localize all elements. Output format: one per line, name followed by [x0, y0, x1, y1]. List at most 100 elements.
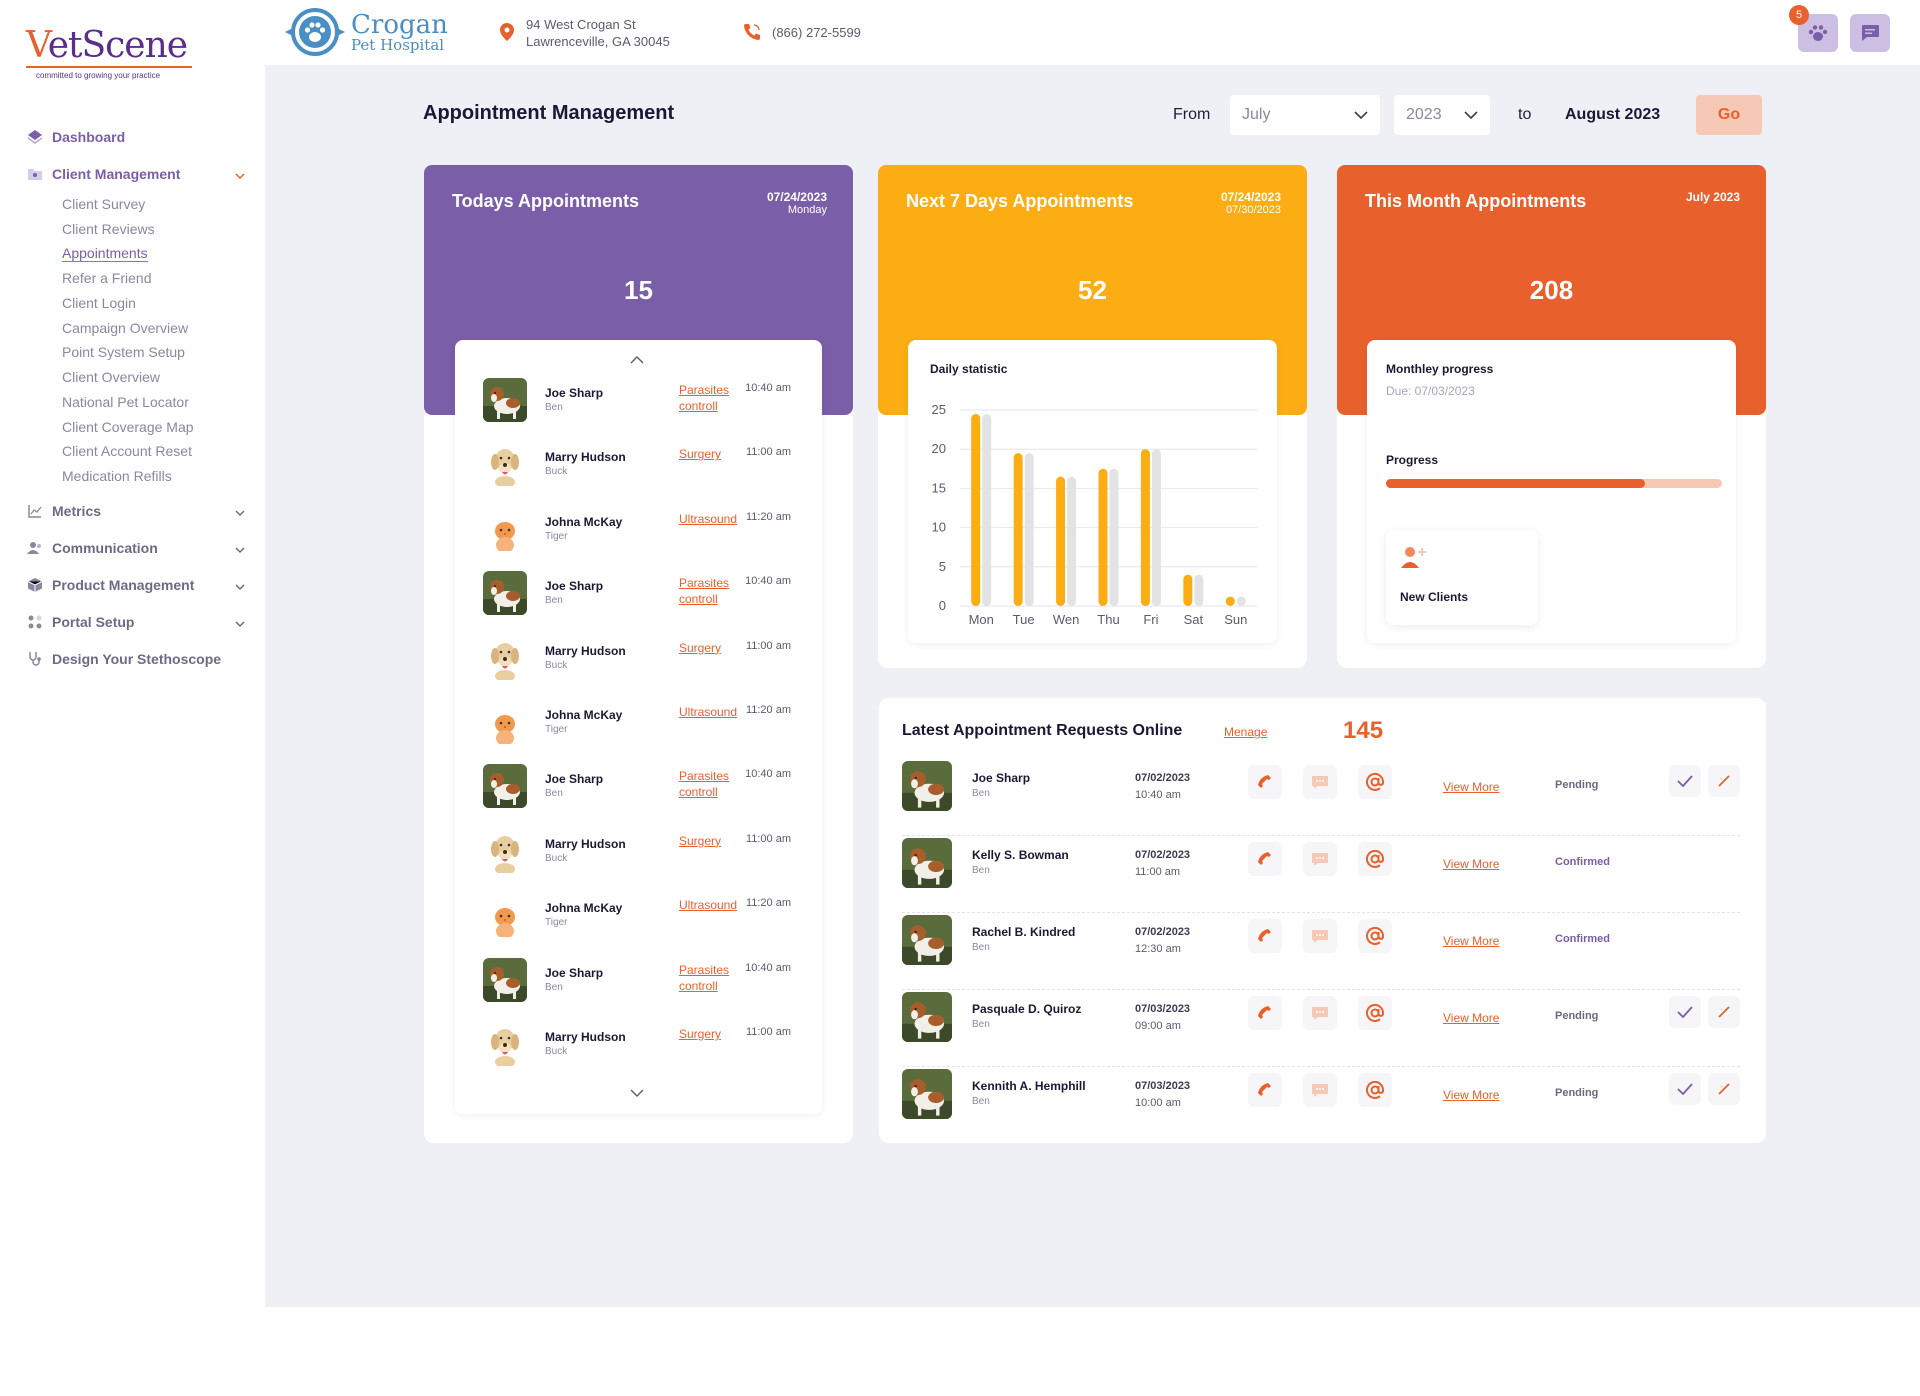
paw-badge-icon — [283, 6, 347, 58]
call-button[interactable] — [1248, 765, 1282, 799]
list-item[interactable]: Joe Sharp Ben Parasites controll 10:40 am — [483, 571, 791, 621]
bar-tue-series-2[interactable] — [1024, 453, 1034, 606]
approve-button[interactable] — [1669, 1073, 1701, 1105]
bar-wen-series-2[interactable] — [1067, 476, 1077, 606]
list-item[interactable]: Marry Hudson Buck Surgery 11:00 am — [483, 828, 791, 879]
bar-fri-series-2[interactable] — [1151, 449, 1161, 606]
sidebar-subitem-client-reviews[interactable]: Client Reviews — [62, 217, 246, 242]
new-clients-tile[interactable]: New Clients — [1386, 530, 1538, 625]
hospital-logo[interactable]: Crogan Pet Hospital — [283, 6, 448, 58]
bar-thu-series-2[interactable] — [1109, 468, 1119, 606]
message-button[interactable] — [1303, 1073, 1337, 1107]
month-select[interactable]: July — [1230, 95, 1380, 135]
appointment-type-link[interactable]: Parasites controll — [679, 383, 730, 413]
bar-sun-series-1[interactable] — [1225, 596, 1235, 606]
status-badge: Confirmed — [1555, 933, 1610, 945]
appointment-type-link[interactable]: Surgery — [679, 1027, 722, 1041]
bar-sat-series-2[interactable] — [1194, 574, 1204, 606]
sidebar-subitem-point-system-setup[interactable]: Point System Setup — [62, 340, 246, 365]
call-button[interactable] — [1248, 1073, 1282, 1107]
sidebar-subitem-client-coverage-map[interactable]: Client Coverage Map — [62, 414, 246, 439]
go-button[interactable]: Go — [1696, 95, 1762, 135]
sidebar-item-portal-setup[interactable]: Portal Setup — [26, 603, 246, 640]
sidebar-item-client-management[interactable]: Client Management — [26, 155, 246, 192]
pets-button[interactable]: 5 — [1789, 5, 1838, 52]
todays-list: Joe Sharp Ben Parasites controll 10:40 am Ma… — [455, 340, 822, 1114]
appointment-type-link[interactable]: Ultrasound — [679, 898, 738, 913]
view-more-link[interactable]: View More — [1443, 1088, 1500, 1102]
message-button[interactable] — [1303, 842, 1337, 876]
sidebar-item-product-management[interactable]: Product Management — [26, 566, 246, 603]
decline-button[interactable] — [1708, 765, 1740, 797]
bar-sat-series-1[interactable] — [1183, 574, 1193, 606]
list-item[interactable]: Joe Sharp Ben Parasites controll 10:40 am — [483, 378, 791, 428]
bar-tue-series-1[interactable] — [1013, 453, 1023, 606]
decline-button[interactable] — [1708, 996, 1740, 1028]
list-item[interactable]: Marry Hudson Buck Surgery 11:00 am — [483, 1022, 791, 1072]
bar-wen-series-1[interactable] — [1056, 476, 1066, 606]
email-button[interactable] — [1358, 1073, 1392, 1107]
list-item[interactable]: Marry Hudson Buck Surgery 11:00 am — [483, 635, 791, 686]
view-more-link[interactable]: View More — [1443, 780, 1500, 794]
sidebar-subitem-refer-a-friend[interactable]: Refer a Friend — [62, 266, 246, 291]
message-button[interactable] — [1303, 919, 1337, 953]
pet-name: Buck — [545, 659, 568, 671]
next-7-days-card: Next 7 Days Appointments 07/24/2023 07/3… — [878, 165, 1307, 668]
sidebar-subitem-label: Client Login — [62, 295, 136, 312]
sidebar-subitem-medication-refills[interactable]: Medication Refills — [62, 464, 246, 489]
appointment-type-link[interactable]: Ultrasound — [679, 511, 738, 526]
sidebar-subitem-client-login[interactable]: Client Login — [62, 291, 246, 316]
sidebar-item-metrics[interactable]: Metrics — [26, 492, 246, 529]
sidebar-subitem-appointments[interactable]: Appointments — [62, 241, 246, 266]
appointment-type-link[interactable]: Surgery — [679, 833, 722, 848]
bar-thu-series-1[interactable] — [1098, 468, 1108, 606]
scroll-down-icon[interactable] — [629, 1085, 645, 1103]
sidebar-subitem-client-account-reset[interactable]: Client Account Reset — [62, 439, 246, 464]
list-item[interactable]: Johna McKay Tiger Ultrasound 11:20 am — [483, 893, 791, 943]
email-button[interactable] — [1358, 996, 1392, 1030]
sidebar-item-communication[interactable]: Communication — [26, 529, 246, 566]
email-button[interactable] — [1358, 842, 1392, 876]
list-item[interactable]: Joe Sharp Ben Parasites controll 10:40 am — [483, 764, 791, 814]
call-button[interactable] — [1248, 919, 1282, 953]
sidebar-subitem-campaign-overview[interactable]: Campaign Overview — [62, 315, 246, 340]
appointment-type-link[interactable]: Surgery — [679, 447, 722, 462]
list-item[interactable]: Marry Hudson Buck Surgery 11:00 am — [483, 442, 791, 492]
phone[interactable]: (866) 272-5599 — [742, 22, 861, 42]
sidebar-item-design-stethoscope[interactable]: Design Your Stethoscope — [26, 640, 246, 677]
bar-fri-series-1[interactable] — [1140, 449, 1150, 606]
bar-sun-series-2[interactable] — [1236, 596, 1246, 606]
appointment-type-link[interactable]: Ultrasound — [679, 705, 738, 719]
messages-button[interactable] — [1850, 14, 1890, 52]
year-select[interactable]: 2023 — [1394, 95, 1490, 135]
view-more-link[interactable]: View More — [1443, 1011, 1500, 1025]
view-more-link[interactable]: View More — [1443, 934, 1500, 948]
bar-mon-series-1[interactable] — [971, 413, 981, 606]
message-button[interactable] — [1303, 765, 1337, 799]
call-button[interactable] — [1248, 842, 1282, 876]
appointment-type-link[interactable]: Surgery — [679, 640, 722, 655]
approve-button[interactable] — [1669, 765, 1701, 797]
list-item[interactable]: Joe Sharp Ben Parasites controll 10:40 am — [483, 957, 791, 1008]
appointment-type-link[interactable]: Parasites controll — [679, 769, 730, 800]
pet-photo — [902, 838, 952, 888]
scroll-up-icon[interactable] — [629, 352, 645, 370]
email-button[interactable] — [1358, 765, 1392, 799]
sidebar-subitem-national-pet-locator[interactable]: National Pet Locator — [62, 390, 246, 415]
bar-mon-series-2[interactable] — [982, 413, 992, 606]
manage-link[interactable]: Menage — [1224, 725, 1268, 739]
vetscene-logo[interactable]: VetScene committed to growing your pract… — [26, 28, 192, 80]
view-more-link[interactable]: View More — [1443, 857, 1500, 871]
sidebar-item-dashboard[interactable]: Dashboard — [26, 118, 246, 155]
decline-button[interactable] — [1708, 1073, 1740, 1105]
list-item[interactable]: Johna McKay Tiger Ultrasound 11:20 am — [483, 700, 791, 750]
appointment-type-link[interactable]: Parasites controll — [679, 962, 730, 993]
sidebar-subitem-client-survey[interactable]: Client Survey — [62, 192, 246, 217]
appointment-type-link[interactable]: Parasites controll — [679, 576, 730, 607]
email-button[interactable] — [1358, 919, 1392, 953]
message-button[interactable] — [1303, 996, 1337, 1030]
approve-button[interactable] — [1669, 996, 1701, 1028]
sidebar-subitem-client-overview[interactable]: Client Overview — [62, 365, 246, 390]
list-item[interactable]: Johna McKay Tiger Ultrasound 11:20 am — [483, 506, 791, 557]
call-button[interactable] — [1248, 996, 1282, 1030]
